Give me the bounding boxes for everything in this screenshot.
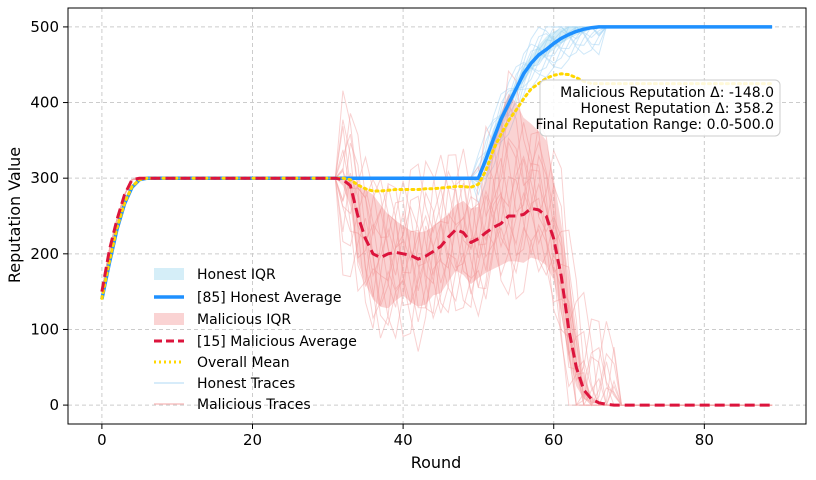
legend-honest-traces: Honest Traces	[154, 376, 295, 392]
annotation-honest-delta: Honest Reputation Δ: 358.2	[581, 101, 774, 117]
plot-frame	[67, 7, 807, 425]
legend-overall-mean-label: Overall Mean	[197, 355, 290, 371]
legend-malicious-iqr-swatch	[154, 313, 184, 325]
x-tick-label: 60	[544, 431, 563, 449]
legend-honest-traces-label: Honest Traces	[197, 376, 295, 392]
y-tick-label: 500	[30, 18, 59, 36]
legend-malicious-iqr-label: Malicious IQR	[197, 312, 291, 328]
annotation-malicious-delta: Malicious Reputation Δ: -148.0	[560, 85, 774, 101]
legend: Honest IQR [85] Honest Average Malicious…	[154, 267, 357, 413]
legend-honest-iqr-swatch	[154, 268, 184, 280]
x-tick-label: 20	[243, 431, 262, 449]
axis-ticks: 0 20 40 60 80 0 100 200 300 400 500	[30, 18, 714, 449]
y-tick-label: 100	[30, 320, 59, 338]
annotation-box	[539, 79, 781, 137]
y-tick-label: 400	[30, 94, 59, 112]
malicious-iqr-band	[327, 93, 614, 406]
x-axis-label: Round	[411, 453, 462, 472]
legend-honest-iqr-label: Honest IQR	[197, 267, 276, 283]
legend-honest-average: [85] Honest Average	[154, 290, 342, 306]
y-tick-label: 300	[30, 169, 59, 187]
legend-malicious-traces: Malicious Traces	[154, 397, 311, 413]
x-tick-label: 40	[394, 431, 413, 449]
legend-malicious-iqr: Malicious IQR	[154, 312, 291, 328]
y-tick-label: 200	[30, 245, 59, 263]
y-axis-label: Reputation Value	[5, 147, 24, 283]
legend-malicious-average-label: [15] Malicious Average	[197, 334, 357, 350]
y-tick-label: 0	[49, 396, 59, 414]
legend-honest-average-label: [85] Honest Average	[197, 290, 342, 306]
legend-overall-mean: Overall Mean	[154, 355, 290, 371]
x-tick-label: 80	[695, 431, 714, 449]
legend-honest-iqr: Honest IQR	[154, 267, 276, 283]
15-malicious-average-line	[100, 176, 773, 407]
stats-annotation: Malicious Reputation Δ: -148.0 Honest Re…	[536, 79, 781, 137]
legend-malicious-traces-label: Malicious Traces	[197, 397, 311, 413]
annotation-range: Final Reputation Range: 0.0-500.0	[536, 117, 774, 133]
x-tick-label: 0	[97, 431, 107, 449]
legend-malicious-average: [15] Malicious Average	[154, 334, 357, 350]
